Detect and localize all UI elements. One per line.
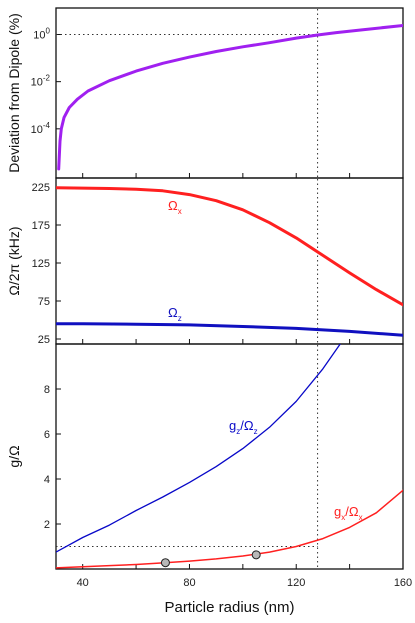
y-tick-label: 6 (44, 429, 50, 441)
panel-deviation: 100 10-2 10-4 Deviation from Dipole (%) (6, 7, 404, 179)
series-line (56, 489, 403, 569)
y-axis-label: Deviation from Dipole (%) (6, 13, 22, 173)
x-tick-label: 120 (287, 577, 305, 589)
data-point (160, 558, 170, 568)
series-line (56, 344, 341, 553)
y-tick-label: 10-2 (31, 74, 51, 89)
y-tick-label: 25 (38, 334, 50, 346)
y-tick-label: 125 (32, 258, 50, 270)
series-line (56, 186, 403, 307)
x-tick-label: 80 (183, 577, 195, 589)
series-group (57, 24, 403, 171)
series-group (56, 344, 403, 569)
y-tick-label: 75 (38, 296, 50, 308)
series-label-gz: gz/Ωz (229, 418, 258, 436)
x-axis-label: Particle radius (nm) (164, 599, 294, 616)
y-tick-label: 100 (33, 26, 50, 41)
panel-frequency: 25 75 125 175 225 Ω/2π (kHz) Ωx Ωz (6, 177, 404, 346)
series-line (57, 24, 403, 171)
y-tick-label: 10-4 (31, 121, 51, 136)
y-tick-label: 2 (44, 519, 50, 531)
series-label-omega-x: Ωx (168, 198, 182, 216)
panel-frame (55, 343, 404, 570)
data-point (251, 550, 261, 560)
y-axis-label: Ω/2π (kHz) (6, 226, 22, 295)
series-line (56, 322, 403, 337)
panel-coupling: 2 4 6 8 g/Ω gz/Ωz gx/Ωx (6, 343, 404, 570)
y-tick-label: 4 (44, 474, 50, 486)
x-tick-label: 40 (77, 577, 89, 589)
panel-frame (55, 177, 404, 345)
x-tick-label: 160 (394, 577, 412, 589)
y-tick-label: 8 (44, 384, 50, 396)
y-tick-label: 225 (32, 182, 50, 194)
series-group (56, 186, 403, 337)
y-axis-label: g/Ω (6, 445, 22, 467)
panel-frame (55, 7, 404, 179)
series-label-omega-z: Ωz (168, 305, 182, 323)
x-axis: 40 80 120 160 Particle radius (nm) (77, 577, 413, 616)
series-label-gx: gx/Ωx (334, 504, 363, 522)
y-tick-label: 175 (32, 220, 50, 232)
